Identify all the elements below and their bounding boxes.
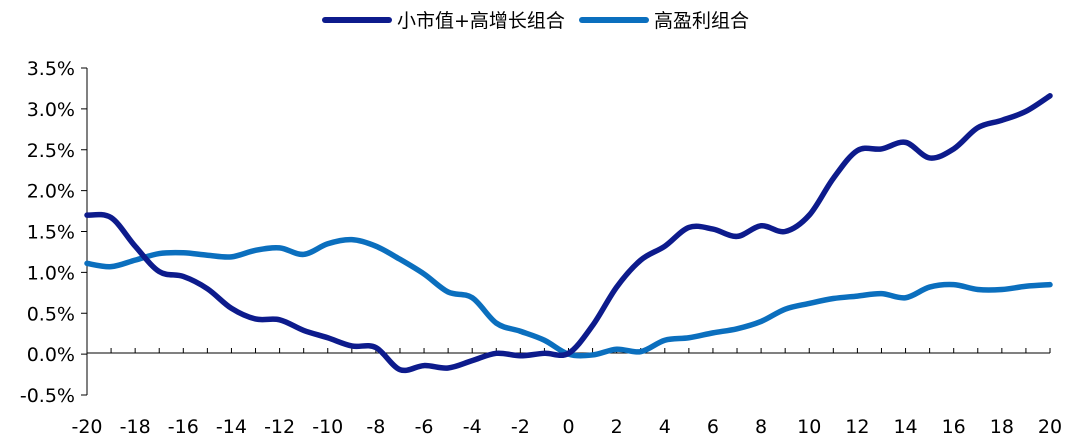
- x-tick-label: -14: [216, 416, 247, 438]
- x-tick-label: 20: [1038, 416, 1062, 438]
- x-tick-label: 14: [893, 416, 917, 438]
- y-tick-label: -0.5%: [20, 385, 75, 407]
- y-tick-label: 2.0%: [27, 181, 75, 203]
- x-tick-label: -8: [366, 416, 385, 438]
- x-tick-label: 4: [659, 416, 671, 438]
- x-tick-label: -2: [511, 416, 530, 438]
- legend-label-2: 高盈利组合: [654, 10, 749, 32]
- x-tick-label: -18: [120, 416, 151, 438]
- series-layer: [84, 93, 1053, 374]
- x-tick-label: -10: [312, 416, 343, 438]
- x-tick-label: 0: [562, 416, 574, 438]
- legend: 小市值+高增长组合 高盈利组合: [322, 10, 749, 32]
- x-tick-label: 6: [707, 416, 719, 438]
- y-tick-label: 3.5%: [27, 58, 75, 80]
- y-tick-label: 0.0%: [27, 344, 75, 366]
- x-tick-label: 12: [845, 416, 869, 438]
- series-line-2: [84, 236, 1053, 359]
- y-tick-label: 0.5%: [27, 303, 75, 325]
- x-tick-label: 16: [942, 416, 966, 438]
- x-tick-label: -16: [168, 416, 199, 438]
- y-tick-label: 3.0%: [27, 99, 75, 121]
- y-axis: 3.5% 3.0% 2.5% 2.0% 1.5% 1.0% 0.5% 0.0% -0.5%: [20, 58, 88, 407]
- legend-label-1: 小市值+高增长组合: [397, 10, 565, 32]
- x-axis: -20 -18 -16 -14 -12 -10 -8 -6 -4 -2 0 2 4 6 8 10 12 14 16 1…: [71, 348, 1062, 438]
- x-tick-label: 10: [797, 416, 821, 438]
- x-tick-label: -6: [415, 416, 434, 438]
- x-tick-label: 8: [755, 416, 767, 438]
- x-tick-label: 18: [990, 416, 1014, 438]
- y-tick-label: 1.5%: [27, 222, 75, 244]
- x-tick-label: -20: [71, 416, 102, 438]
- y-tick-label: 2.5%: [27, 140, 75, 162]
- y-tick-label: 1.0%: [27, 262, 75, 284]
- x-tick-label: 2: [611, 416, 623, 438]
- x-tick-label: -4: [463, 416, 482, 438]
- x-tick-label: -12: [264, 416, 295, 438]
- series-line-1: [84, 93, 1053, 374]
